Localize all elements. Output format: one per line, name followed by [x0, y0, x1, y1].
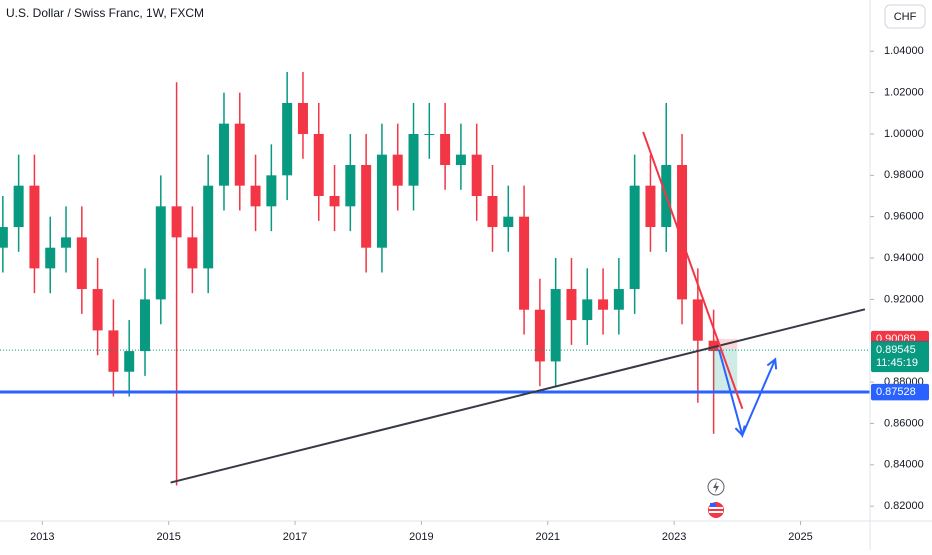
y-tick-label: 0.96000: [884, 211, 924, 223]
candle-body: [677, 164, 688, 300]
y-tick-label: 1.00000: [884, 128, 924, 140]
candle-body: [313, 133, 324, 197]
candle-body: [598, 299, 609, 310]
x-tick-label: 2025: [788, 531, 812, 543]
candle-body: [124, 351, 135, 372]
candle-body: [0, 227, 8, 248]
arrow-head: [734, 425, 746, 438]
candle-body: [76, 237, 87, 290]
candle-body: [471, 154, 482, 197]
y-tick-label: 0.92000: [884, 293, 924, 305]
candle-body: [108, 330, 119, 372]
candle-body: [140, 299, 150, 352]
x-tick-label: 2017: [283, 531, 307, 543]
candle-body: [708, 340, 719, 352]
candle-body: [534, 309, 545, 362]
x-tick-label: 2013: [30, 531, 54, 543]
y-tick-label: 0.84000: [884, 459, 924, 471]
candle-body: [45, 247, 56, 269]
candle-body: [29, 185, 40, 269]
drawing: [642, 131, 744, 410]
x-tick-label: 2021: [536, 531, 560, 543]
candle-body: [13, 185, 24, 228]
candle-body: [424, 133, 435, 135]
candle-body: [613, 289, 624, 310]
price-label: 0.87528: [876, 386, 916, 398]
candle-body: [440, 133, 451, 165]
candle-body: [345, 164, 356, 207]
last-price-bg: [871, 342, 929, 373]
y-tick-label: 1.02000: [884, 87, 924, 99]
y-tick-label: 0.98000: [884, 169, 924, 181]
candle-body: [282, 102, 293, 176]
candle-body: [566, 289, 577, 321]
candle-body: [266, 175, 277, 207]
candle-body: [203, 185, 214, 269]
y-tick-label: 0.82000: [884, 500, 924, 512]
candle-body: [361, 164, 372, 248]
candle-body: [218, 123, 229, 186]
y-tick-label: 0.94000: [884, 252, 924, 264]
candle-body: [455, 154, 466, 165]
candle-body: [550, 289, 561, 362]
currency-label[interactable]: CHF: [894, 11, 917, 23]
countdown-label: 11:45:19: [876, 357, 918, 369]
x-tick-label: 2015: [156, 531, 180, 543]
candle-body: [187, 237, 198, 269]
candle-body: [645, 185, 656, 228]
chart-title: U.S. Dollar / Swiss Franc, 1W, FXCM: [6, 6, 204, 20]
x-tick-label: 2019: [409, 531, 433, 543]
y-tick-label: 1.04000: [884, 45, 924, 57]
candle-body: [376, 154, 387, 248]
candle-body: [61, 237, 72, 248]
candle-body: [155, 206, 166, 300]
flag-canton: [710, 503, 716, 507]
flag-stripe: [709, 507, 723, 509]
flag-stripe: [709, 511, 723, 513]
plot-area: [0, 71, 870, 486]
price-label-bg: [871, 383, 929, 400]
candle-body: [171, 206, 182, 238]
drawing: [170, 308, 866, 484]
candle-body: [408, 133, 419, 186]
candle-body: [629, 185, 640, 290]
arrow-head: [766, 357, 778, 370]
x-tick-label: 2023: [662, 531, 686, 543]
candle-body: [329, 196, 340, 207]
candle-body: [519, 216, 530, 310]
y-tick-label: 0.86000: [884, 417, 924, 429]
candle-body: [487, 196, 498, 228]
lightning: [713, 481, 719, 493]
candle-body: [392, 154, 403, 186]
candle-body: [92, 289, 103, 331]
candle-body: [503, 216, 514, 228]
candle-body: [250, 185, 261, 207]
candle-body: [692, 299, 703, 341]
candle-body: [582, 299, 593, 321]
currency-button[interactable]: [884, 4, 926, 29]
last-price-label: 0.89545: [876, 344, 916, 356]
event-icons: [707, 478, 725, 518]
candle-body: [297, 102, 308, 134]
candle-body: [234, 123, 245, 186]
